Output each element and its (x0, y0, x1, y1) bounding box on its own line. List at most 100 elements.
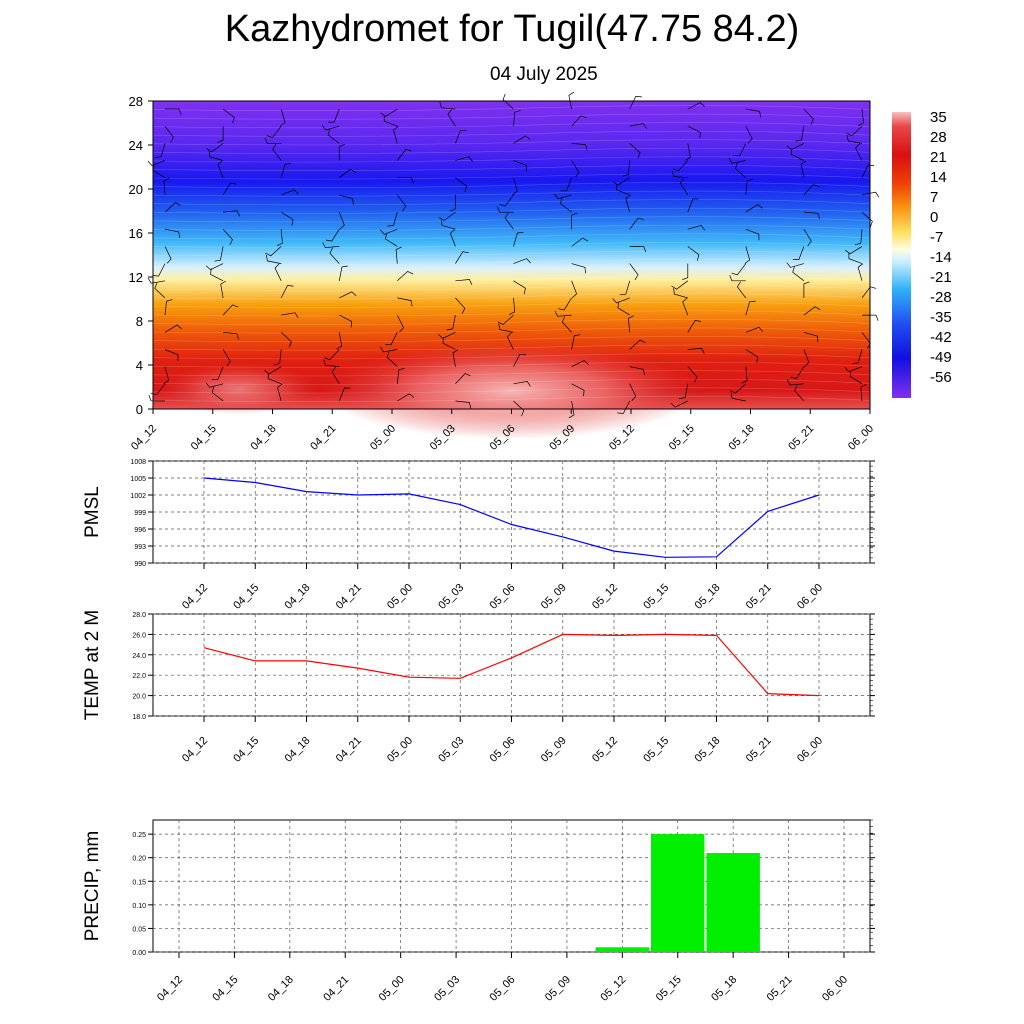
warm-surface-area (321, 343, 702, 439)
contour-line (152, 370, 871, 377)
x-tick-label: 05_18 (693, 735, 723, 765)
series-line (203, 477, 820, 558)
wind-barb (396, 367, 405, 384)
wind-barb (687, 320, 702, 333)
contour-line (152, 284, 871, 291)
wind-barb (438, 331, 456, 339)
x-tick-label: 05_12 (590, 582, 620, 612)
wind-barb (273, 349, 282, 366)
wind-barb (862, 314, 879, 321)
wind-barb (266, 254, 282, 264)
y-tick-label: 0 (136, 402, 143, 417)
contour-line (152, 301, 871, 308)
wind-barb (559, 197, 572, 213)
x-tick-label: 06_00 (820, 974, 850, 1004)
wind-barb (336, 332, 343, 350)
x-tick-label: 05_09 (543, 974, 573, 1004)
x-tick-label: 05_15 (667, 423, 697, 453)
wind-barb (629, 143, 641, 159)
wind-barb (849, 370, 863, 385)
x-tick-label: 04_15 (231, 735, 261, 765)
wind-barb (163, 366, 169, 384)
wind-barb (617, 301, 630, 316)
wind-barb (266, 125, 282, 138)
y-tick-label: 4 (136, 358, 143, 373)
wind-barb (211, 366, 224, 380)
x-tick-label: 05_15 (654, 974, 684, 1004)
wind-barb (571, 237, 589, 247)
wind-barb (327, 129, 340, 144)
wind-barb (852, 349, 863, 364)
x-tick-label: 05_00 (368, 423, 398, 453)
wind-barb (164, 202, 181, 213)
x-tick-label: 05_18 (727, 423, 757, 453)
y-tick-label: 22.0 (132, 673, 146, 680)
x-tick-label: 05_09 (539, 582, 569, 612)
contour-line (152, 190, 871, 197)
wind-barb (513, 400, 525, 417)
wind-barb (682, 297, 689, 316)
wind-barb (338, 144, 345, 161)
wind-barb (449, 194, 456, 212)
wind-barb (733, 143, 747, 157)
x-tick-label: 05_21 (765, 974, 795, 1004)
wind-barb (223, 331, 239, 340)
wind-barb (687, 102, 705, 110)
wind-barb (165, 108, 182, 115)
y-tick-label: 990 (134, 561, 146, 568)
wind-barb (397, 270, 414, 282)
wind-barb (629, 339, 646, 350)
wind-barb (845, 246, 863, 255)
contour-line (152, 336, 871, 342)
x-tick-label: 05_06 (488, 582, 518, 612)
x-tick-label: 05_21 (744, 582, 774, 612)
wind-barb (571, 143, 588, 151)
wind-barb (210, 268, 224, 282)
contour-line (152, 113, 871, 120)
wind-barb (512, 177, 518, 196)
wind-barb (338, 211, 345, 230)
y-tick-label: 16 (129, 226, 143, 241)
x-tick-label: 05_18 (709, 974, 739, 1004)
y-tick-label: 24.0 (132, 653, 146, 660)
x-tick-label: 04_15 (231, 582, 261, 612)
wind-barb (164, 324, 182, 333)
colorbar-label: -42 (930, 329, 952, 346)
contour-line (152, 139, 871, 146)
x-tick-label: 04_15 (189, 423, 219, 453)
wind-barb (509, 297, 516, 315)
wind-barb (745, 300, 756, 316)
precip-bar (706, 853, 760, 952)
x-tick-label: 05_00 (385, 582, 415, 612)
x-tick-label: 05_00 (385, 735, 415, 765)
wind-barb (629, 246, 647, 253)
wind-barb (455, 156, 473, 162)
contour-line (152, 165, 871, 171)
wind-barb (792, 246, 805, 260)
wind-barb (571, 263, 586, 274)
y-tick-label: 18.0 (132, 714, 146, 721)
wind-barb (397, 177, 414, 184)
wind-barb (208, 150, 224, 161)
wind-barb (393, 126, 399, 144)
wind-barb (554, 193, 572, 200)
wind-barb (280, 285, 294, 299)
wind-barb (222, 228, 233, 246)
colorbar-label: -21 (930, 269, 952, 286)
wind-barb (329, 247, 340, 264)
wind-barb (455, 251, 469, 264)
precip-bar (651, 834, 705, 952)
wind-barb (455, 400, 472, 409)
wind-barb (498, 323, 514, 333)
y-tick-label: 12 (129, 270, 143, 285)
wind-barb (629, 366, 645, 376)
wind-barb (558, 297, 572, 311)
wind-barb (211, 386, 224, 402)
wind-barb (397, 194, 407, 212)
colorbar-label: 0 (930, 209, 938, 226)
contour-line (152, 207, 871, 214)
wind-barb (625, 194, 631, 213)
wind-barb (455, 279, 473, 286)
wind-barb (571, 360, 589, 367)
x-tick-label: 04_12 (129, 423, 159, 453)
